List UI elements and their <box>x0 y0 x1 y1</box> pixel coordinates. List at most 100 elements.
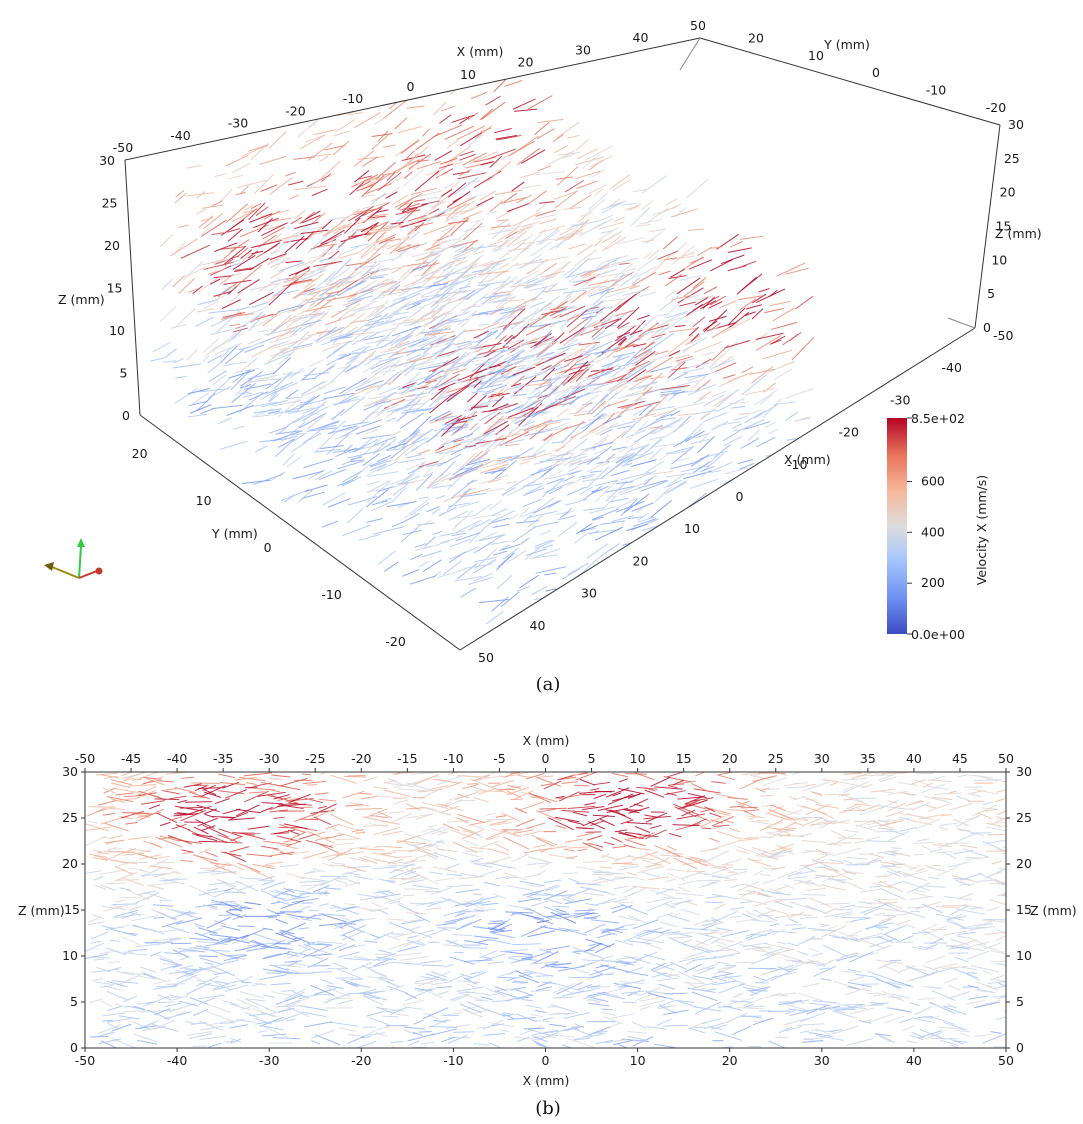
streakline <box>414 170 440 192</box>
streakline <box>322 914 347 923</box>
streakline <box>417 159 429 162</box>
streakline <box>265 861 284 866</box>
streakline <box>159 233 174 248</box>
streakline <box>488 335 507 352</box>
streakline <box>283 237 309 244</box>
streakline <box>330 331 354 339</box>
streakline <box>426 273 452 291</box>
streakline <box>543 780 562 790</box>
streakline <box>627 516 643 520</box>
streakline <box>415 329 425 338</box>
streakline <box>430 971 448 978</box>
streakline <box>441 189 453 197</box>
streakline <box>531 834 558 846</box>
streakline <box>667 361 686 379</box>
streakline <box>510 382 522 387</box>
streakline <box>767 788 781 791</box>
streakline <box>195 834 218 842</box>
streakline <box>537 376 561 397</box>
streakline <box>760 890 782 894</box>
streakline <box>576 180 598 189</box>
streakline <box>374 350 402 358</box>
streakline <box>339 276 353 281</box>
streakline <box>531 585 548 596</box>
streakline <box>405 803 421 811</box>
streakline <box>534 539 555 550</box>
streakline <box>839 781 868 788</box>
streakline <box>671 445 694 465</box>
streakline <box>586 383 604 387</box>
streakline <box>834 1008 857 1011</box>
streakline <box>696 435 715 454</box>
streakline <box>987 981 1006 985</box>
streakline <box>675 892 704 897</box>
streakline <box>392 483 409 496</box>
streakline <box>343 905 357 910</box>
streakline <box>903 873 928 882</box>
streakline <box>394 192 423 208</box>
streakline <box>502 487 514 497</box>
streakline <box>998 824 1006 828</box>
streakline <box>250 239 282 249</box>
streakline <box>767 360 796 374</box>
panel-a-x-side-tick: -10 <box>787 457 807 472</box>
streakline <box>650 499 672 518</box>
streakline <box>211 404 243 410</box>
streakline <box>590 787 600 791</box>
streakline <box>335 119 356 132</box>
streakline <box>102 787 117 794</box>
streakline <box>342 298 365 306</box>
panel-a-x-top-tick: 50 <box>690 18 706 33</box>
streakline <box>768 826 793 839</box>
streakline <box>371 132 392 150</box>
streakline <box>431 266 442 274</box>
streakline <box>922 929 944 941</box>
streakline <box>366 224 378 230</box>
streakline <box>388 921 416 934</box>
streakline <box>96 981 115 986</box>
streakline <box>384 306 405 324</box>
streakline <box>421 550 443 558</box>
streakline <box>486 261 501 274</box>
streakline <box>292 291 305 300</box>
streakline <box>584 300 605 313</box>
streakline <box>695 940 709 946</box>
streakline <box>526 483 544 487</box>
streakline <box>910 1034 924 1041</box>
streakline <box>772 307 796 322</box>
streakline <box>675 823 701 831</box>
streakline <box>712 390 727 398</box>
streakline <box>891 979 912 987</box>
streakline <box>187 413 208 418</box>
streakline <box>713 394 731 407</box>
streakline <box>580 310 602 317</box>
streakline <box>563 448 588 467</box>
streakline <box>542 544 553 549</box>
streakline <box>807 880 821 887</box>
streakline <box>274 888 292 898</box>
streakline <box>375 236 390 244</box>
streakline <box>487 466 506 472</box>
streakline <box>301 367 317 381</box>
streakline <box>561 781 578 785</box>
streakline <box>884 933 901 943</box>
streakline <box>378 385 401 396</box>
streakline <box>867 970 895 981</box>
streakline <box>792 796 806 801</box>
streakline <box>616 331 631 338</box>
streakline <box>325 290 342 295</box>
streakline <box>878 915 897 923</box>
streakline <box>610 202 621 207</box>
streakline <box>801 795 821 805</box>
streakline <box>337 351 359 356</box>
streakline <box>272 241 286 255</box>
streakline <box>169 1010 187 1019</box>
streakline <box>570 290 587 304</box>
streakline <box>298 412 327 429</box>
panel-a-x-label-side: X (mm) <box>784 452 831 467</box>
streakline <box>696 294 714 301</box>
streakline <box>451 510 474 531</box>
streakline <box>182 851 193 854</box>
streakline <box>575 156 604 166</box>
streakline <box>642 931 669 944</box>
